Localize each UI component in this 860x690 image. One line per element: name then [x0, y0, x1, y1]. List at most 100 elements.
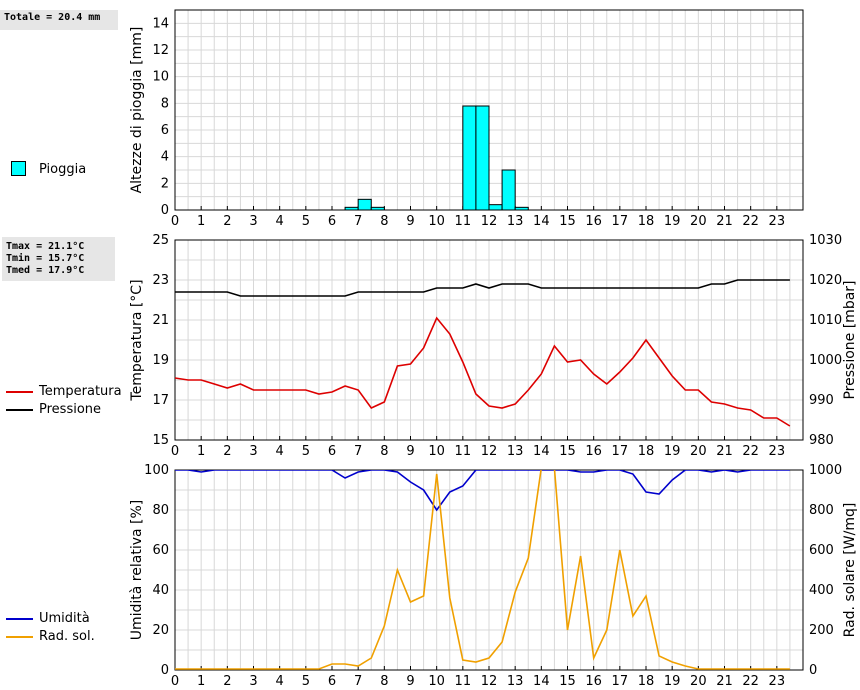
- y2-tick-label: 1020: [809, 273, 842, 288]
- x-tick-label: 0: [171, 214, 179, 229]
- y2-tick-label: 1030: [809, 233, 842, 248]
- y-tick-label: 15: [152, 433, 169, 448]
- x-tick-label: 20: [690, 674, 707, 689]
- x-tick-label: 12: [481, 214, 498, 229]
- y2-tick-label: 200: [809, 623, 834, 638]
- y2-tick-label: 1000: [809, 353, 842, 368]
- y2-axis-title: Rad. solare [W/mq]: [842, 503, 858, 638]
- y2-tick-label: 990: [809, 393, 834, 408]
- y-tick-label: 2: [161, 176, 169, 191]
- x-tick-label: 5: [302, 444, 310, 459]
- y2-tick-label: 1010: [809, 313, 842, 328]
- rain-bar: [475, 105, 490, 211]
- x-tick-label: 19: [664, 214, 681, 229]
- y2-tick-label: 400: [809, 583, 834, 598]
- x-tick-label: 8: [380, 214, 388, 229]
- x-tick-label: 10: [428, 214, 445, 229]
- x-tick-label: 18: [638, 674, 655, 689]
- rain-bar: [344, 206, 359, 211]
- x-tick-label: 3: [249, 214, 257, 229]
- humidity-swatch: [6, 618, 33, 620]
- rain-swatch: [11, 161, 26, 176]
- y-tick-label: 12: [152, 43, 169, 58]
- x-tick-label: 9: [406, 674, 414, 689]
- y2-tick-label: 600: [809, 543, 834, 558]
- x-tick-label: 7: [354, 674, 362, 689]
- x-tick-label: 3: [249, 674, 257, 689]
- radiation-line: [175, 470, 790, 670]
- x-tick-label: 8: [380, 674, 388, 689]
- x-tick-label: 16: [585, 674, 602, 689]
- y-tick-label: 25: [152, 233, 169, 248]
- x-tick-label: 14: [533, 444, 550, 459]
- x-tick-label: 23: [769, 674, 786, 689]
- x-tick-label: 22: [742, 214, 759, 229]
- temperature-stats-box: Tmax = 21.1°C Tmin = 15.7°C Tmed = 17.9°C: [2, 237, 115, 281]
- rain-bar: [514, 206, 529, 211]
- y-tick-label: 8: [161, 96, 169, 111]
- x-tick-label: 6: [328, 674, 336, 689]
- x-tick-label: 13: [507, 674, 524, 689]
- y-tick-label: 80: [152, 503, 169, 518]
- x-tick-label: 7: [354, 444, 362, 459]
- y-tick-label: 40: [152, 583, 169, 598]
- x-tick-label: 5: [302, 214, 310, 229]
- x-tick-label: 11: [455, 214, 472, 229]
- x-tick-label: 16: [585, 444, 602, 459]
- x-tick-label: 1: [197, 674, 205, 689]
- x-tick-label: 2: [223, 214, 231, 229]
- x-tick-label: 16: [585, 214, 602, 229]
- x-tick-label: 13: [507, 444, 524, 459]
- x-tick-label: 22: [742, 674, 759, 689]
- legend-label-pressure: Pressione: [39, 402, 102, 417]
- x-tick-label: 10: [428, 674, 445, 689]
- x-tick-label: 1: [197, 444, 205, 459]
- x-tick-label: 17: [612, 214, 629, 229]
- y-tick-label: 19: [152, 353, 169, 368]
- y-tick-label: 23: [152, 273, 169, 288]
- y-tick-label: 17: [152, 393, 169, 408]
- pressure-line: [175, 279, 790, 297]
- y-tick-label: 14: [152, 16, 169, 31]
- y2-tick-label: 980: [809, 433, 834, 448]
- x-tick-label: 11: [455, 674, 472, 689]
- x-tick-label: 11: [455, 444, 472, 459]
- rain-bar: [462, 105, 477, 211]
- x-tick-label: 23: [769, 214, 786, 229]
- x-tick-label: 3: [249, 444, 257, 459]
- y2-tick-label: 1000: [809, 463, 842, 478]
- x-tick-label: 20: [690, 214, 707, 229]
- x-tick-label: 0: [171, 674, 179, 689]
- rain-total-text: Totale = 20.4 mm: [4, 12, 101, 23]
- x-tick-label: 19: [664, 674, 681, 689]
- x-tick-label: 1: [197, 214, 205, 229]
- x-tick-label: 21: [716, 214, 733, 229]
- x-tick-label: 15: [559, 674, 576, 689]
- tmin-text: Tmin = 15.7°C: [6, 253, 85, 264]
- x-tick-label: 10: [428, 444, 445, 459]
- rain-bar: [357, 198, 372, 211]
- x-tick-label: 18: [638, 214, 655, 229]
- x-tick-label: 21: [716, 674, 733, 689]
- radiation-swatch: [6, 636, 33, 638]
- y2-tick-label: 800: [809, 503, 834, 518]
- x-tick-label: 15: [559, 214, 576, 229]
- x-tick-label: 9: [406, 444, 414, 459]
- x-tick-label: 6: [328, 444, 336, 459]
- x-tick-label: 5: [302, 674, 310, 689]
- tmax-text: Tmax = 21.1°C: [6, 241, 85, 252]
- y-tick-label: 4: [161, 150, 169, 165]
- x-tick-label: 12: [481, 444, 498, 459]
- y-tick-label: 6: [161, 123, 169, 138]
- y2-axis-title: Pressione [mbar]: [842, 280, 858, 399]
- pressure-swatch: [6, 409, 33, 411]
- x-tick-label: 19: [664, 444, 681, 459]
- temperature-swatch: [6, 391, 33, 393]
- legend-label-temperature: Temperatura: [39, 384, 122, 399]
- x-tick-label: 14: [533, 214, 550, 229]
- x-tick-label: 21: [716, 444, 733, 459]
- x-tick-label: 4: [276, 674, 284, 689]
- x-tick-label: 23: [769, 444, 786, 459]
- tmed-text: Tmed = 17.9°C: [6, 265, 85, 276]
